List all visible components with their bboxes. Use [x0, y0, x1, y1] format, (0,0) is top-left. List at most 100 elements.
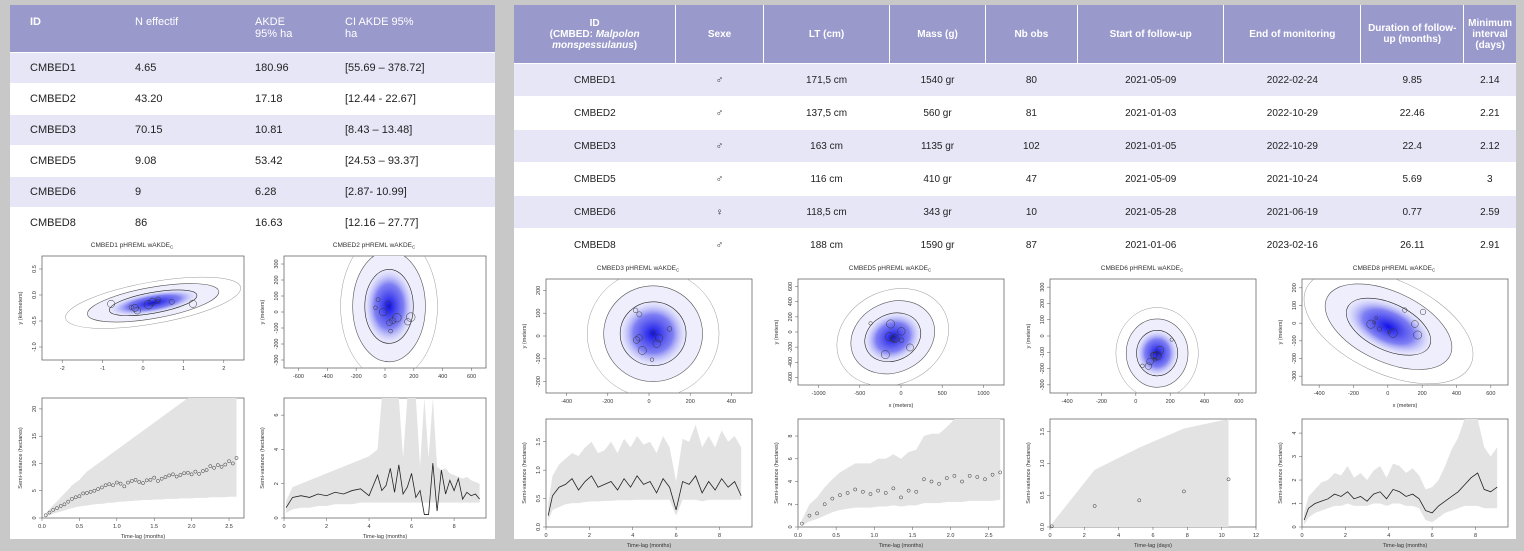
x-tick-label: -200 — [1096, 399, 1107, 405]
table-cell: [12.44 - 22.67] — [325, 83, 495, 115]
chart-map8: CMBED8 pHREML wAKDEC -400 -200 0 200 400 600 -3… — [1278, 265, 1509, 409]
table-cell: 2022-02-24 — [1223, 63, 1361, 97]
x-tick-label: 6 — [1151, 533, 1154, 539]
x-tick-label: 4 — [368, 524, 371, 530]
chart-vg5: 0.0 0.5 1.0 1.5 2.0 2.5 0 2 4 6 8 Time-lag (months)… — [774, 418, 1005, 549]
y-tick-label: 6 — [274, 414, 280, 417]
y-tick-label: 2 — [274, 482, 280, 485]
x-tick-label: -400 — [561, 399, 572, 405]
semivariance-point — [230, 461, 235, 466]
table-cell: 2.12 — [1463, 129, 1516, 163]
kde-layer — [1115, 307, 1199, 393]
x-tick-label: 6 — [1431, 533, 1434, 539]
y-tick-label: -200 — [274, 338, 280, 349]
table-row: CMBED5 ♂ 116 cm 410 gr 47 2021-05-09 2021-10-2… — [514, 162, 1516, 196]
semivariance-point — [81, 491, 85, 496]
semivariance-point — [100, 485, 104, 490]
obs-point — [884, 332, 894, 342]
y-tick-label: 300 — [1040, 283, 1046, 292]
y-tick-label: -200 — [1292, 353, 1298, 364]
semivariance-point — [92, 488, 97, 493]
y-tick-label: -300 — [1040, 379, 1046, 390]
x-tick-label: 600 — [467, 374, 476, 380]
chart-title: CMBED3 pHREML wAKDEC — [597, 265, 680, 273]
x-tick-label: 8 — [1186, 533, 1189, 539]
table-cell: CMBED1 — [10, 52, 115, 84]
table-cell: 86 — [115, 207, 235, 238]
semivariance-point — [118, 481, 123, 486]
title-subscript: C — [1180, 268, 1184, 273]
semivariance-point — [182, 471, 186, 476]
obs-point — [889, 335, 896, 342]
x-tick-label: 200 — [1418, 391, 1427, 397]
right-table: ID (CMBED: Malpolon monspessulanus) Sexe… — [514, 5, 1516, 261]
obs-point — [406, 312, 416, 322]
table-cell: 70.15 — [115, 114, 235, 146]
semivariance-point — [174, 474, 179, 479]
table-cell: 81 — [985, 96, 1078, 130]
y-tick-label: 10 — [32, 460, 38, 466]
obs-point — [128, 304, 134, 310]
table-row: CMBED1 ♂ 171,5 cm 1540 gr 80 2021-05-09 2022-0… — [514, 63, 1516, 97]
semivariance-point — [208, 464, 213, 469]
table-cell: 180.96 — [235, 52, 325, 84]
semivariance-point — [103, 483, 108, 488]
y-axis-label: y (meters) — [1026, 323, 1032, 348]
x-tick-label: 2 — [1083, 533, 1086, 539]
table-cell: 87 — [985, 228, 1078, 261]
x-tick-label: -200 — [602, 399, 613, 405]
semivariance-point — [1226, 477, 1231, 482]
x-tick-label: 4 — [1387, 533, 1390, 539]
table-cell: 2023-02-16 — [1223, 228, 1361, 261]
y-axis-label: Semi-variance (hectares) — [260, 427, 266, 489]
obs-point — [143, 300, 153, 310]
col-sexe: Sexe — [675, 5, 764, 64]
table-cell: 2022-10-29 — [1223, 96, 1361, 130]
table-cell: [12.16 – 27.77] — [325, 207, 495, 238]
y-tick-label: 0 — [536, 334, 542, 337]
table-cell: CMBED6 — [514, 195, 676, 229]
x-tick-label: 12 — [1253, 533, 1259, 539]
y-tick-label: 15 — [32, 433, 38, 439]
y-tick-label: 0 — [32, 516, 38, 519]
right-charts: CMBED3 pHREML wAKDEC -400 -200 0 200 400 -200-… — [514, 261, 1516, 551]
table-cell: 118,5 cm — [763, 195, 890, 229]
table-cell: [24.53 – 93.37] — [325, 145, 495, 177]
x-tick-label: 0 — [282, 524, 285, 530]
obs-point — [375, 297, 381, 303]
semivariance-point — [156, 479, 160, 483]
confidence-envelope — [45, 398, 237, 517]
y-tick-label: -200 — [536, 376, 542, 387]
y-axis-label: Semi-variance (hectares) — [18, 427, 24, 489]
kde-layer — [1303, 279, 1474, 384]
table-cell: CMBED1 — [514, 63, 676, 97]
x-tick-label: 2 — [588, 533, 591, 539]
y-tick-label: 6 — [788, 457, 794, 460]
title-subscript: C — [170, 245, 174, 250]
obs-point — [898, 337, 905, 343]
table-cell: 0.77 — [1360, 195, 1464, 229]
y-tick-label: -600 — [788, 372, 794, 383]
x-tick-label: 0 — [647, 399, 650, 405]
obs-point — [881, 350, 890, 360]
contour-outer — [1303, 279, 1474, 384]
x-tick-label: 8 — [453, 524, 456, 530]
col-start: Start of follow-up — [1077, 5, 1224, 64]
table-cell: 2022-10-29 — [1223, 129, 1361, 163]
semivariance-point — [201, 469, 205, 473]
table-cell: 80 — [985, 63, 1078, 97]
obs-point — [188, 299, 197, 308]
table-cell: 171,5 cm — [763, 63, 890, 97]
semivariance-point — [212, 465, 216, 470]
chart-vg1: 0.0 0.5 1.0 1.5 2.0 2.5 0 5 10 15 20 Time-lag (mont… — [18, 397, 245, 540]
y-axis-label: Semi-variance (hectares) — [522, 442, 528, 504]
semivariance-point — [799, 521, 804, 526]
semivariance-point — [85, 491, 89, 495]
y-tick-label: -400 — [788, 357, 794, 368]
y-axis-label: y (meters) — [1278, 319, 1284, 344]
obs-point — [148, 297, 157, 306]
contour-outer — [1115, 307, 1199, 393]
x-axis-label: Time-lag (months) — [121, 534, 166, 540]
semivariance-point — [983, 477, 987, 482]
sex-symbol: ♂ — [675, 228, 764, 261]
